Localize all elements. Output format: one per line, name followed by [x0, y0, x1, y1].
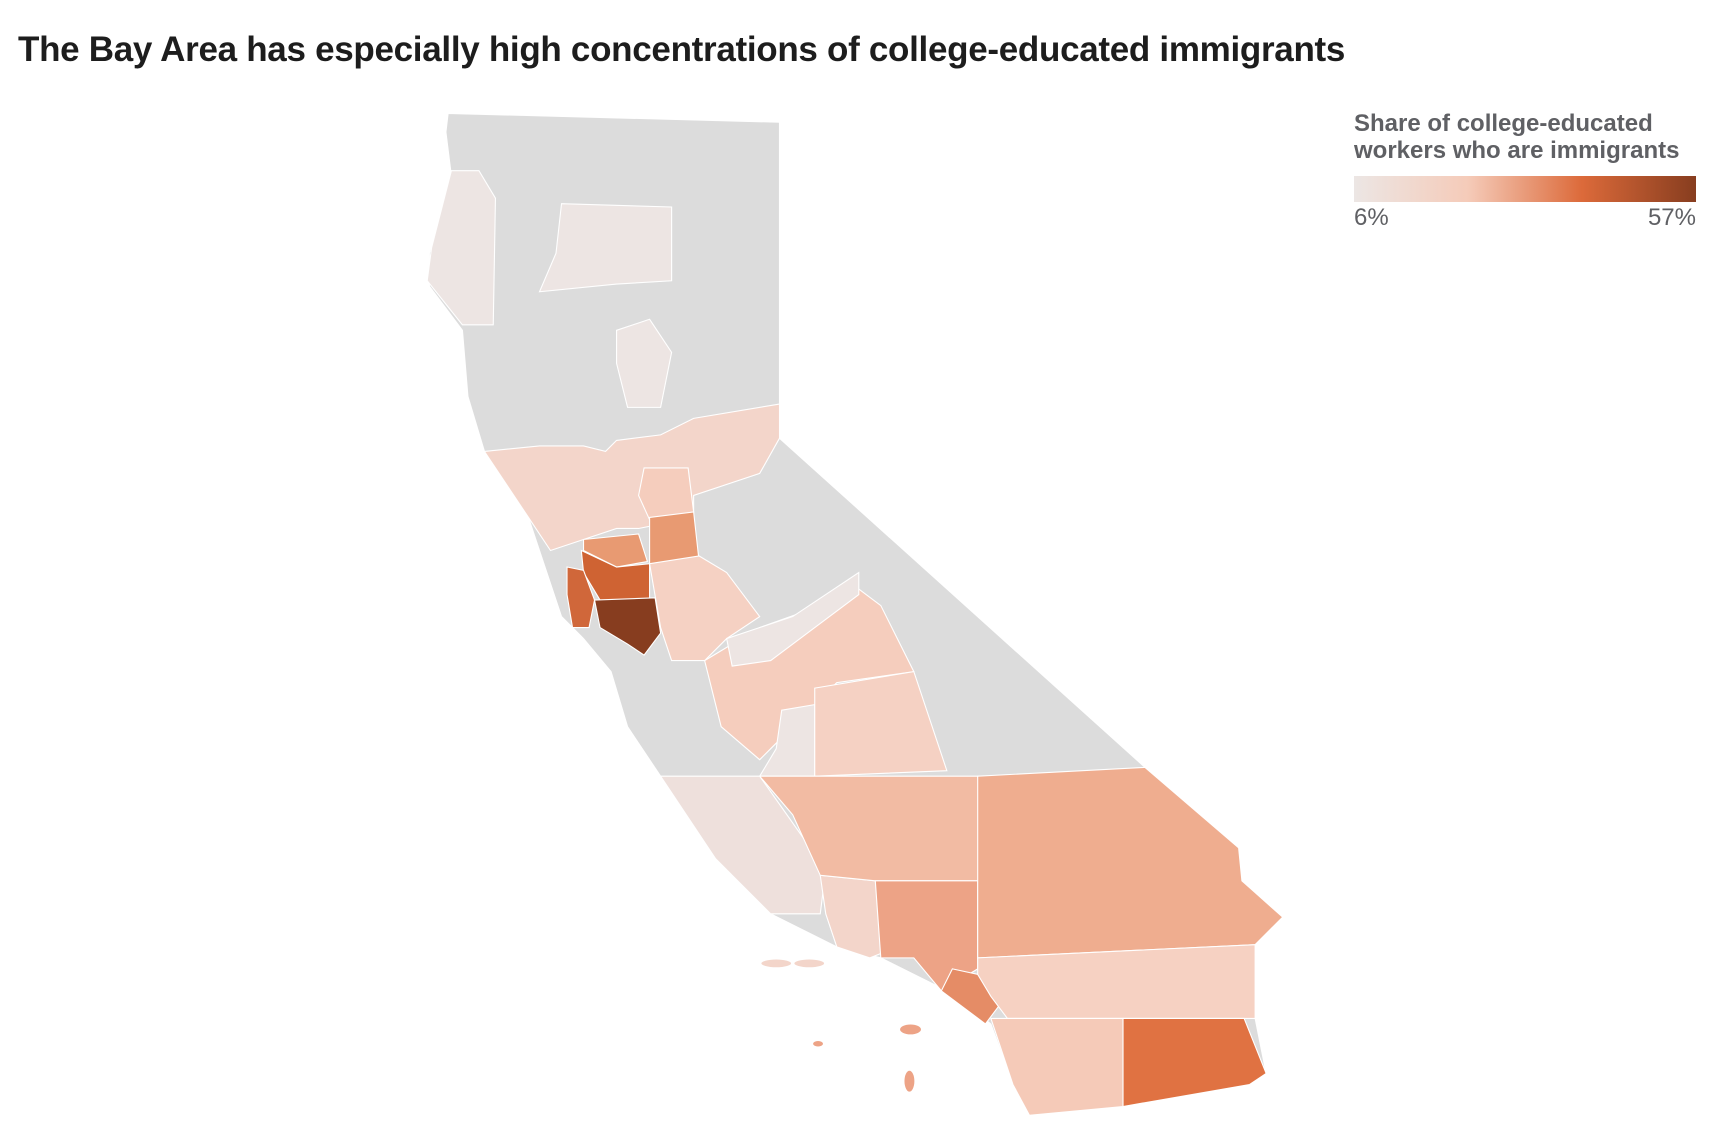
chart-title: The Bay Area has especially high concent…	[18, 30, 1346, 69]
county-imperial	[1122, 1017, 1267, 1108]
color-legend: Share of college-educated workers who ar…	[1354, 110, 1696, 232]
legend-title: Share of college-educated workers who ar…	[1354, 110, 1680, 164]
legend-min-label: 6%	[1354, 204, 1389, 231]
county-san-joaquin	[649, 511, 700, 565]
county-contra-costa	[582, 533, 649, 568]
county-humboldt	[426, 170, 497, 326]
county-san-mateo	[566, 566, 596, 629]
county-san-diego	[990, 1017, 1124, 1116]
island	[760, 958, 793, 969]
island	[898, 1023, 923, 1036]
county-mariposa	[726, 571, 860, 667]
county-north-bay-sacramento	[483, 403, 781, 552]
county-butte	[616, 318, 673, 408]
legend-gradient-bar	[1354, 176, 1696, 202]
county-sacramento	[638, 467, 695, 521]
county-riverside	[977, 944, 1256, 1019]
county-shasta	[538, 203, 673, 293]
island	[811, 1039, 825, 1048]
island	[793, 958, 826, 969]
island	[903, 1069, 916, 1093]
county-san-bernardino	[977, 766, 1284, 959]
legend-max-label: 57%	[1647, 204, 1696, 231]
county-tulare	[814, 670, 948, 777]
